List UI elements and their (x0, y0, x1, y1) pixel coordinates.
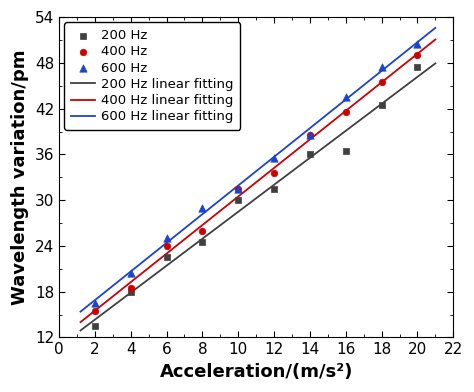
400 Hz (91, 308, 99, 314)
Y-axis label: Wavelength variation/pm: Wavelength variation/pm (11, 49, 29, 305)
600 Hz (199, 205, 206, 211)
600 Hz (127, 270, 135, 276)
600 Hz linear fitting (295, 136, 301, 140)
400 Hz (342, 109, 349, 116)
400 Hz (306, 132, 314, 138)
400 Hz linear fitting (377, 82, 383, 86)
600 Hz (342, 94, 349, 100)
200 Hz (306, 151, 314, 158)
600 Hz (414, 41, 421, 47)
400 Hz (414, 52, 421, 58)
600 Hz linear fitting (79, 309, 84, 313)
600 Hz linear fitting (288, 141, 293, 146)
600 Hz linear fitting (432, 25, 438, 30)
200 Hz (235, 197, 242, 203)
200 Hz linear fitting (295, 165, 301, 169)
600 Hz linear fitting (399, 52, 405, 57)
400 Hz (378, 79, 385, 85)
200 Hz linear fitting (377, 103, 383, 108)
400 Hz linear fitting (289, 152, 295, 156)
600 Hz linear fitting (78, 309, 83, 314)
400 Hz (235, 185, 242, 192)
Line: 400 Hz linear fitting: 400 Hz linear fitting (81, 40, 435, 322)
600 Hz (163, 235, 170, 241)
400 Hz linear fitting (79, 319, 84, 323)
400 Hz (163, 243, 170, 249)
200 Hz linear fitting (288, 170, 293, 175)
600 Hz (378, 64, 385, 70)
200 Hz (199, 239, 206, 245)
200 Hz linear fitting (399, 86, 405, 91)
600 Hz (306, 132, 314, 138)
400 Hz linear fitting (432, 37, 438, 42)
200 Hz linear fitting (289, 169, 295, 174)
Line: 600 Hz linear fitting: 600 Hz linear fitting (81, 28, 435, 312)
400 Hz (270, 171, 278, 177)
Line: 200 Hz linear fitting: 200 Hz linear fitting (81, 64, 435, 330)
600 Hz (235, 185, 242, 192)
200 Hz (414, 64, 421, 70)
200 Hz (91, 323, 99, 329)
200 Hz linear fitting (432, 61, 438, 66)
600 Hz (270, 155, 278, 162)
200 Hz linear fitting (79, 327, 84, 332)
400 Hz linear fitting (399, 64, 405, 68)
200 Hz (342, 147, 349, 154)
400 Hz linear fitting (78, 320, 83, 325)
600 Hz linear fitting (289, 140, 295, 145)
200 Hz (163, 254, 170, 261)
200 Hz (378, 102, 385, 108)
X-axis label: Acceleration/(m/s²): Acceleration/(m/s²) (159, 363, 353, 381)
400 Hz linear fitting (288, 152, 293, 157)
200 Hz (270, 185, 278, 192)
200 Hz (127, 289, 135, 295)
400 Hz (127, 285, 135, 291)
Legend: 200 Hz, 400 Hz, 600 Hz, 200 Hz linear fitting, 400 Hz linear fitting, 600 Hz lin: 200 Hz, 400 Hz, 600 Hz, 200 Hz linear fi… (64, 22, 240, 130)
600 Hz (91, 300, 99, 306)
600 Hz linear fitting (377, 70, 383, 75)
400 Hz (199, 227, 206, 234)
400 Hz linear fitting (295, 147, 301, 152)
200 Hz linear fitting (78, 328, 83, 333)
